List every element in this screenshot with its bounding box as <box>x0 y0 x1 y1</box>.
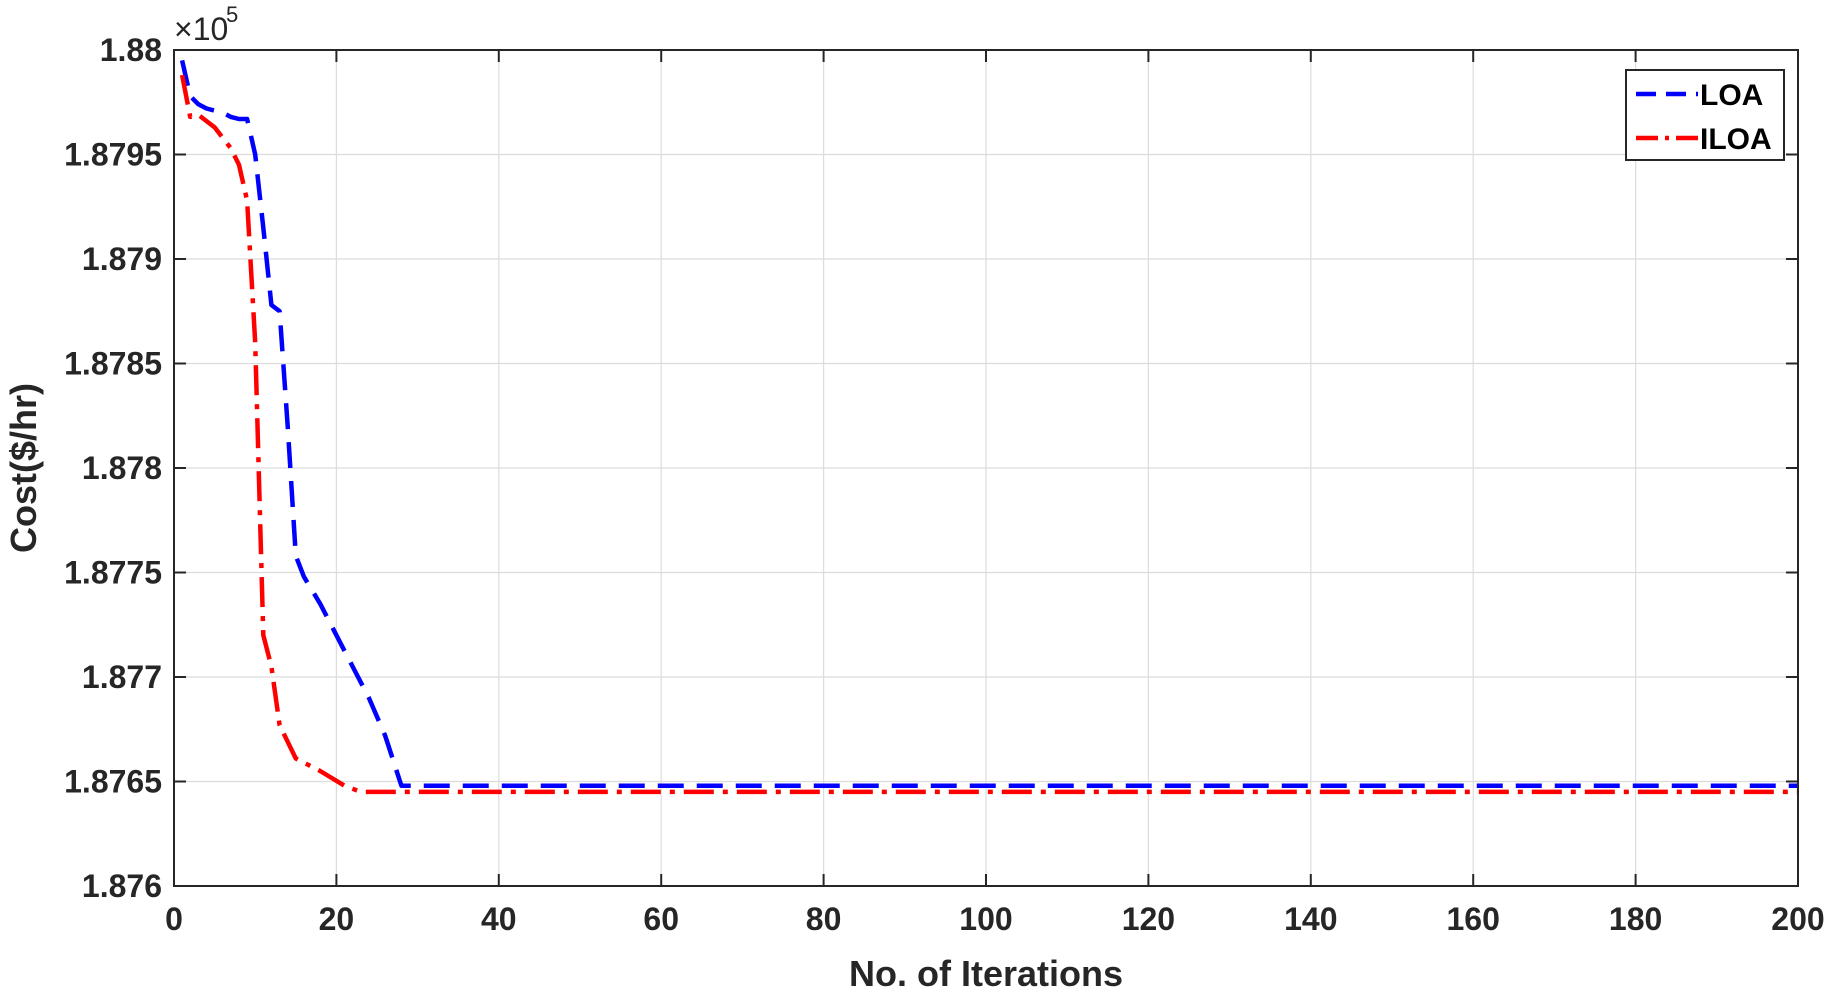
y-exponent-base: ×10 <box>174 11 228 47</box>
y-exponent-power: 5 <box>226 2 238 27</box>
series-line-loa <box>179 59 1798 788</box>
x-tick-label: 200 <box>1771 901 1824 937</box>
y-tick-label: 1.8775 <box>64 555 162 591</box>
x-tick-label: 20 <box>319 901 355 937</box>
x-tick-label: 80 <box>806 901 842 937</box>
x-tick-label: 120 <box>1122 901 1175 937</box>
legend-label-loa: LOA <box>1700 79 1763 112</box>
legend: LOA ILOA <box>1625 69 1785 161</box>
y-tick-label: 1.8785 <box>64 346 162 382</box>
x-axis-title: No. of Iterations <box>849 953 1123 992</box>
y-tick-label: 1.876 <box>82 868 162 904</box>
y-tick-label: 1.88 <box>100 32 162 68</box>
y-tick-label: 1.879 <box>82 241 162 277</box>
series-line-iloa <box>179 74 1798 795</box>
x-tick-label: 100 <box>959 901 1012 937</box>
x-tick-label: 60 <box>643 901 679 937</box>
x-tick-label: 140 <box>1284 901 1337 937</box>
y-tick-label: 1.878 <box>82 450 162 486</box>
y-tick-label: 1.8765 <box>64 764 162 800</box>
y-tick-label: 1.877 <box>82 659 162 695</box>
y-axis-title: Cost($/hr) <box>3 383 44 553</box>
y-tick-labels: 1.876 1.8765 1.877 1.8775 1.878 1.8785 1.879 1.… <box>64 32 162 904</box>
legend-box <box>1625 69 1785 161</box>
x-tick-label: 0 <box>165 901 183 937</box>
x-tick-label: 180 <box>1609 901 1662 937</box>
x-tick-labels: 0 20 40 60 80 100 120 140 160 180 200 <box>165 901 1825 937</box>
legend-label-iloa: ILOA <box>1700 123 1772 156</box>
x-tick-label: 40 <box>481 901 517 937</box>
x-tick-label: 160 <box>1447 901 1500 937</box>
series-lines <box>179 59 1798 795</box>
y-tick-label: 1.8795 <box>64 137 162 173</box>
tick-marks <box>173 49 1799 887</box>
